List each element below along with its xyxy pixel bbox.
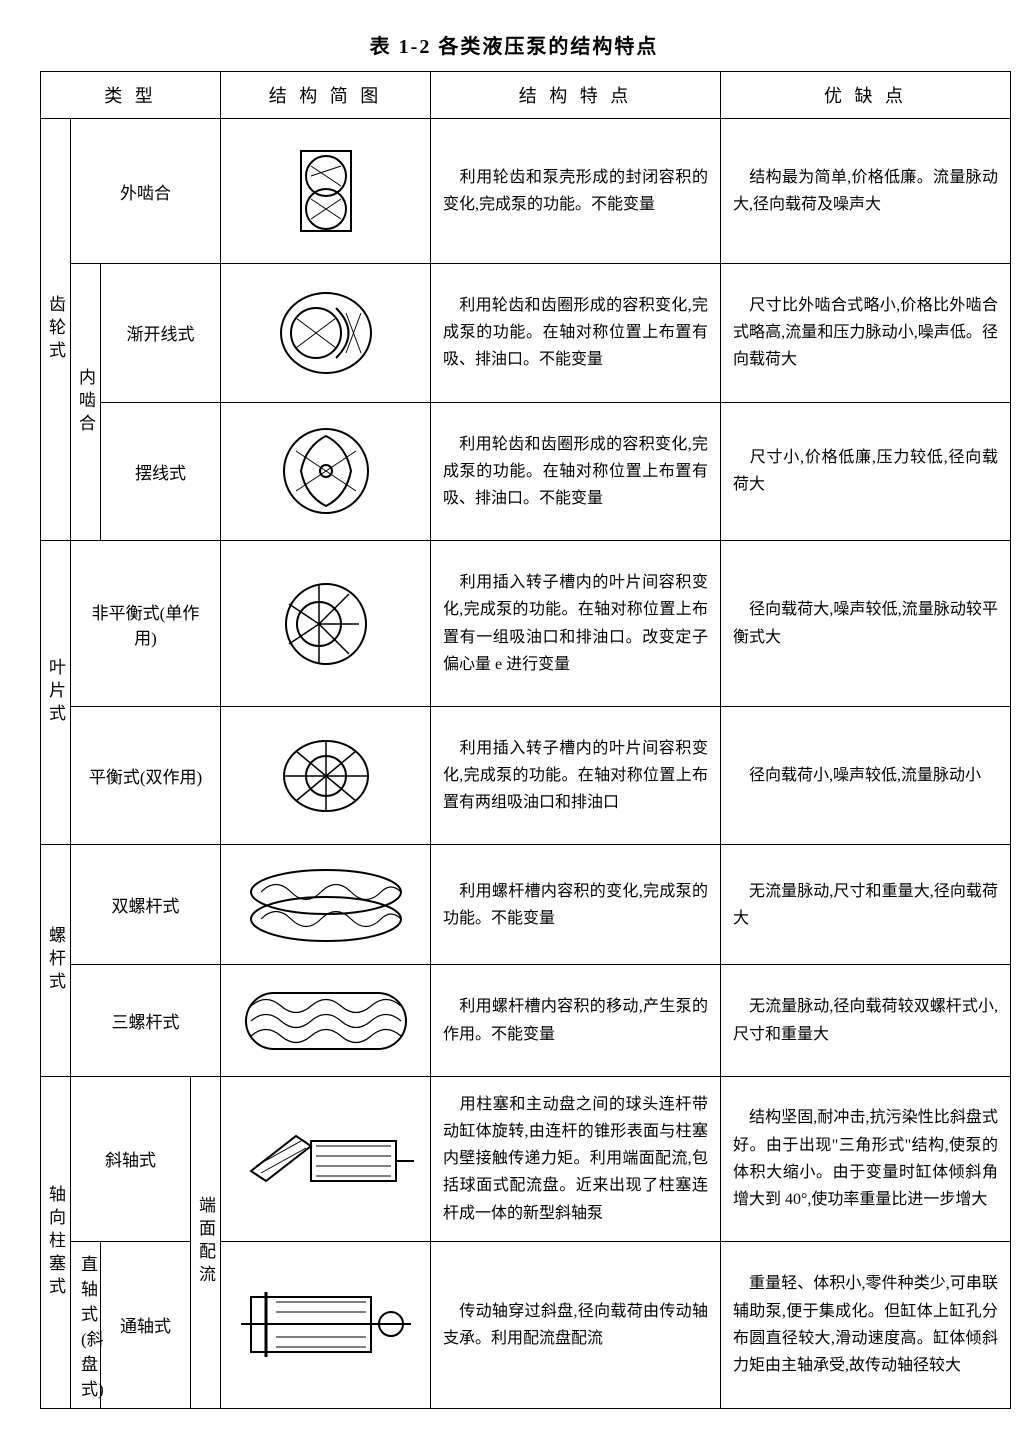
diagram-involute — [221, 264, 431, 403]
subtype-involute: 渐开线式 — [101, 264, 221, 403]
subtype-through-shaft: 通轴式 — [101, 1241, 191, 1408]
feature-external-mesh: 利用轮齿和泵壳形成的封闭容积的变化,完成泵的功能。不能变量 — [431, 119, 721, 264]
header-type: 类 型 — [41, 72, 221, 119]
group-screw: 螺杆式 — [41, 845, 71, 1076]
gear-external-icon — [271, 131, 381, 251]
table-caption: 表 1-2 各类液压泵的结构特点 — [40, 30, 988, 59]
gear-cycloid-icon — [271, 416, 381, 526]
row-straight-shaft: 直轴式 (斜盘式) 通轴式 传动轴穿过斜盘,径向载荷由传动轴支承。利用配流盘配流… — [41, 1241, 1011, 1408]
subtype-straight-shaft: 直轴式 (斜盘式) — [71, 1241, 101, 1408]
diagram-cycloid — [221, 402, 431, 541]
pros-swash: 结构坚固,耐冲击,抗污染性比斜盘式好。由于出现"三角形式"结构,使泵的体积大缩小… — [721, 1076, 1011, 1241]
row-involute: 内啮合 渐开线式 利用轮齿和齿圈形成的容积变化,完成泵的功能。在轴对称位置上布置… — [41, 264, 1011, 403]
gear-involute-icon — [266, 278, 386, 388]
group-gear: 齿轮式 — [41, 119, 71, 541]
piston-straight-icon — [236, 1277, 416, 1372]
feature-triple-screw: 利用螺杆槽内容积的移动,产生泵的作用。不能变量 — [431, 965, 721, 1076]
row-nonbalanced: 叶片式 非平衡式(单作用) 利用插入转子槽内的叶片间容积变化,完成泵的功能。在轴… — [41, 541, 1011, 707]
group-vane: 叶片式 — [41, 541, 71, 845]
pros-balanced: 径向载荷小,噪声较低,流量脉动小 — [721, 706, 1011, 845]
piston-swash-icon — [236, 1111, 416, 1206]
header-diagram: 结 构 简 图 — [221, 72, 431, 119]
subgroup-internal-mesh: 内啮合 — [71, 264, 101, 541]
subtype-cycloid: 摆线式 — [101, 402, 221, 541]
subtype-triple-screw: 三螺杆式 — [71, 965, 221, 1076]
feature-swash: 用柱塞和主动盘之间的球头连杆带动缸体旋转,由连杆的锥形表面与柱塞内壁接触传递力矩… — [431, 1076, 721, 1241]
group-piston: 轴向柱塞式 — [41, 1076, 71, 1408]
pump-table: 类 型 结 构 简 图 结 构 特 点 优 缺 点 齿轮式 外啮合 利用轮齿和泵… — [40, 71, 1011, 1409]
pros-cycloid: 尺寸小,价格低廉,压力较低,径向载荷大 — [721, 402, 1011, 541]
subtype-nonbalanced: 非平衡式(单作用) — [71, 541, 221, 707]
row-triple-screw: 三螺杆式 利用螺杆槽内容积的移动,产生泵的作用。不能变量 无流量脉动,径向载荷较… — [41, 965, 1011, 1076]
feature-nonbalanced: 利用插入转子槽内的叶片间容积变化,完成泵的功能。在轴对称位置上布置有一组吸油口和… — [431, 541, 721, 707]
screw-triple-icon — [236, 981, 416, 1061]
diagram-straight-shaft — [221, 1241, 431, 1408]
subtype-external-mesh: 外啮合 — [71, 119, 221, 264]
feature-balanced: 利用插入转子槽内的叶片间容积变化,完成泵的功能。在轴对称位置上布置有两组吸油口和… — [431, 706, 721, 845]
header-proscons: 优 缺 点 — [721, 72, 1011, 119]
pros-nonbalanced: 径向载荷大,噪声较低,流量脉动较平衡式大 — [721, 541, 1011, 707]
diagram-nonbalanced — [221, 541, 431, 707]
vane-balanced-icon — [271, 721, 381, 831]
feature-twin-screw: 利用螺杆槽内容积的变化,完成泵的功能。不能变量 — [431, 845, 721, 965]
pros-triple-screw: 无流量脉动,径向载荷较双螺杆式小,尺寸和重量大 — [721, 965, 1011, 1076]
pros-external-mesh: 结构最为简单,价格低廉。流量脉动大,径向载荷及噪声大 — [721, 119, 1011, 264]
feature-straight-shaft: 传动轴穿过斜盘,径向载荷由传动轴支承。利用配流盘配流 — [431, 1241, 721, 1408]
subtype-balanced: 平衡式(双作用) — [71, 706, 221, 845]
pros-straight-shaft: 重量轻、体积小,零件种类少,可串联辅助泵,便于集成化。但缸体上缸孔分布圆直径较大… — [721, 1241, 1011, 1408]
vane-nonbalanced-icon — [271, 569, 381, 679]
table-header-row: 类 型 结 构 简 图 结 构 特 点 优 缺 点 — [41, 72, 1011, 119]
feature-cycloid: 利用轮齿和齿圈形成的容积变化,完成泵的功能。在轴对称位置上布置有吸、排油口。不能… — [431, 402, 721, 541]
diagram-twin-screw — [221, 845, 431, 965]
row-swash: 轴向柱塞式 斜轴式 端面配流 用柱塞和主动盘之间的球头连杆带动缸体旋转,由连杆的… — [41, 1076, 1011, 1241]
feature-involute: 利用轮齿和齿圈形成的容积变化,完成泵的功能。在轴对称位置上布置有吸、排油口。不能… — [431, 264, 721, 403]
subtype-swash: 斜轴式 — [71, 1076, 191, 1241]
diagram-external-mesh — [221, 119, 431, 264]
pros-twin-screw: 无流量脉动,尺寸和重量大,径向载荷大 — [721, 845, 1011, 965]
header-feature: 结 构 特 点 — [431, 72, 721, 119]
pros-involute: 尺寸比外啮合式略小,价格比外啮合式略高,流量和压力脉动小,噪声低。径向载荷大 — [721, 264, 1011, 403]
subtype-end-face-valve: 端面配流 — [191, 1076, 221, 1408]
diagram-swash — [221, 1076, 431, 1241]
diagram-triple-screw — [221, 965, 431, 1076]
subtype-twin-screw: 双螺杆式 — [71, 845, 221, 965]
screw-twin-icon — [241, 857, 411, 952]
row-balanced: 平衡式(双作用) 利用插入转子槽内的叶片间容积变化,完成泵的功能。在轴对称位置上… — [41, 706, 1011, 845]
row-twin-screw: 螺杆式 双螺杆式 利用螺杆槽内容积的变化,完成泵的功能。不能变量 无流量脉动,尺… — [41, 845, 1011, 965]
row-cycloid: 摆线式 利用轮齿和齿圈形成的容积变化,完成泵的功能。在轴对称位置上布置有吸、排油… — [41, 402, 1011, 541]
row-external-mesh: 齿轮式 外啮合 利用轮齿和泵壳形成的封闭容积的变化,完成泵的功能。不能变量 结构… — [41, 119, 1011, 264]
diagram-balanced — [221, 706, 431, 845]
